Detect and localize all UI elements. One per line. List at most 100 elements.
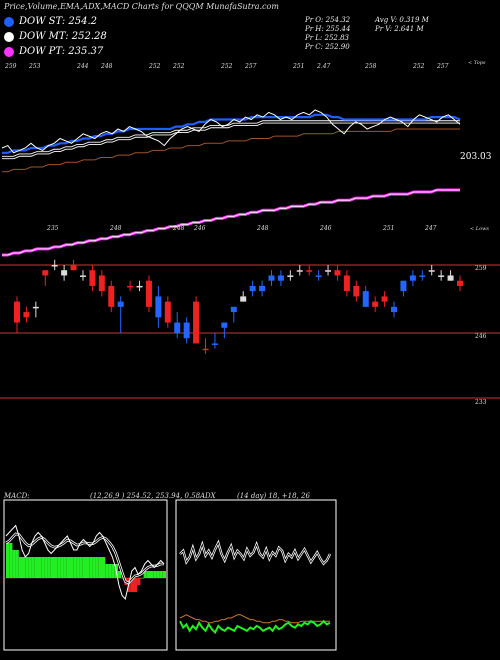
macd-hist-bar — [70, 557, 74, 578]
pt-line — [2, 188, 460, 257]
low-label: 246 — [193, 225, 206, 232]
macd-line — [5, 524, 165, 601]
macd-hist-bar — [41, 557, 45, 578]
candle-body — [372, 301, 379, 307]
low-label: 251 — [382, 225, 394, 232]
macd-label: MACD: — [4, 492, 30, 500]
ema-long-line — [2, 128, 460, 173]
low-label: 248 — [256, 225, 269, 232]
candle-body — [353, 285, 360, 297]
macd-hist-bar — [31, 557, 35, 578]
candle-body — [334, 270, 341, 276]
candle-body — [89, 270, 96, 286]
macd-hist-bar — [108, 564, 112, 578]
macd-hist-bar — [22, 557, 26, 578]
candle-body — [155, 296, 162, 318]
legend-swatch-pt — [4, 46, 14, 57]
macd-hist-bar — [124, 578, 128, 585]
candle-body — [98, 275, 105, 292]
low-label: 247 — [424, 225, 437, 232]
candle-body — [193, 301, 200, 344]
level-label-233: 233 — [475, 399, 487, 406]
candle-body — [145, 280, 152, 307]
macd-hist-bar — [57, 557, 61, 578]
legend-label-mt: DOW MT: 252.28 — [19, 31, 107, 42]
low-label: 246 — [319, 225, 332, 232]
candle-body — [108, 285, 115, 307]
adx-label: ADX — [200, 492, 216, 500]
macd-hist-bar — [66, 557, 70, 578]
macd-hist-bar — [114, 564, 118, 578]
price-level-label: 203.03 — [460, 152, 492, 162]
candle-body — [230, 306, 237, 313]
macd-hist-bar — [140, 578, 144, 579]
level-label-259: 259 — [475, 265, 487, 272]
stat-avg-volume: Avg V: 0.319 M — [375, 16, 429, 24]
candle-body — [61, 270, 68, 276]
macd-hist-bar — [50, 557, 54, 578]
legend-swatch-st — [4, 16, 14, 27]
lows-label: < Lows — [470, 226, 489, 232]
macd-hist-bar — [86, 557, 90, 578]
candle-body — [391, 306, 398, 313]
macd-hist-bar — [6, 543, 10, 578]
macd-hist-bar — [162, 571, 166, 578]
macd-hist-bar — [73, 557, 77, 578]
candle-body — [419, 275, 426, 277]
candle-body — [447, 275, 454, 281]
macd-hist-bar — [143, 571, 147, 578]
legend-dow-pt: DOW PT: 235.37 — [4, 46, 103, 57]
adx-panel-frame — [175, 499, 337, 651]
candle-body — [400, 280, 407, 292]
top-label: 251 — [292, 63, 304, 70]
macd-hist-bar — [98, 557, 102, 578]
top-label: 257 — [244, 63, 257, 70]
chart-title: Price,Volume,EMA,ADX,MACD Charts for QQQ… — [4, 2, 279, 11]
candle-body — [268, 275, 275, 281]
candle-body — [174, 322, 181, 333]
candle-body — [136, 285, 143, 288]
macd-hist-bar — [146, 571, 150, 578]
candle-body — [23, 312, 30, 318]
candle-body — [183, 322, 190, 339]
top-label: 252 — [148, 63, 161, 70]
adx-minus-line — [179, 619, 331, 635]
macd-hist-bar — [15, 550, 19, 578]
candle-body — [438, 275, 445, 277]
candle-body — [211, 343, 218, 345]
macd-hist-bar — [9, 543, 13, 578]
price-line — [1, 109, 461, 154]
candle-body — [70, 265, 77, 271]
candle-body — [51, 265, 58, 267]
candle-body — [32, 306, 39, 309]
pt-line-core — [2, 189, 460, 256]
stat-pr-open: Pr O: 254.32 — [305, 16, 351, 24]
macd-hist-bar — [137, 578, 141, 585]
macd-hist-bar — [118, 571, 122, 578]
macd-hist-bar — [159, 571, 163, 578]
candle-body — [259, 285, 266, 292]
macd-hist-bar — [153, 571, 157, 578]
macd-hist-bar — [54, 557, 58, 578]
adx-line — [179, 614, 330, 624]
candle-body — [221, 322, 228, 328]
macd-hist-bar — [127, 578, 131, 592]
candle-body — [315, 275, 322, 277]
stat-pr-close: Pr C: 252.90 — [305, 43, 350, 51]
macd-hist-bar — [25, 557, 29, 578]
macd-hist-bar — [28, 557, 32, 578]
candle-body — [79, 275, 86, 277]
macd-hist-bar — [63, 557, 67, 578]
candle-body — [117, 301, 124, 307]
macd-params: (12,26,9 ) 254.52, 253.94, 0.58 — [90, 492, 201, 500]
macd-signal-outer — [5, 532, 164, 585]
top-label: 248 — [100, 63, 113, 70]
candle-body — [381, 296, 388, 302]
macd-hist-bar — [121, 578, 125, 579]
macd-hist-bar — [156, 571, 160, 578]
top-label: 253 — [28, 63, 41, 70]
ema-mid-inner-line — [2, 121, 460, 159]
macd-hist-bar — [12, 550, 16, 578]
candle-body — [202, 348, 209, 351]
candle-body — [362, 291, 369, 307]
